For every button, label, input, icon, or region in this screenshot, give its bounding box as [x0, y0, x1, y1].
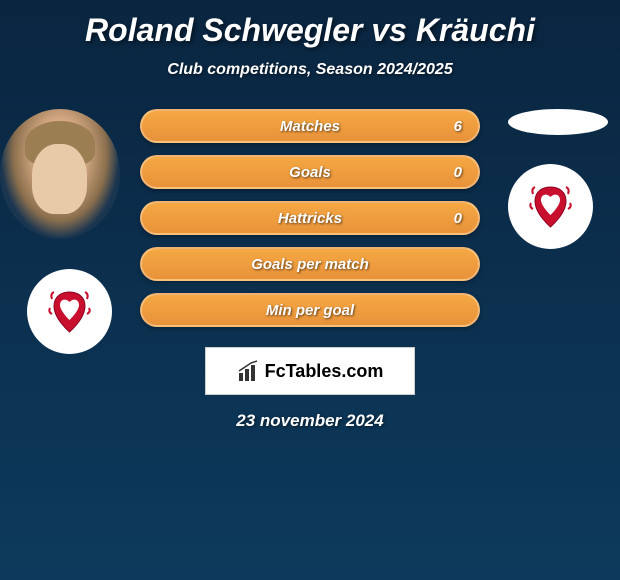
shield-icon — [523, 179, 578, 234]
chart-icon — [237, 359, 261, 383]
stat-label: Goals per match — [251, 256, 369, 273]
stat-value: 0 — [454, 164, 462, 181]
player-face — [32, 144, 87, 214]
logo-box: FcTables.com — [205, 347, 415, 395]
stat-value: 6 — [454, 118, 462, 135]
stat-bar-goals-per-match: Goals per match — [140, 247, 480, 281]
logo-label: FcTables.com — [265, 361, 384, 382]
stat-bars-container: Matches 6 Goals 0 Hattricks 0 Goals per … — [140, 109, 480, 327]
stat-value: 0 — [454, 210, 462, 227]
player-placeholder-right — [508, 109, 608, 135]
stat-bar-goals: Goals 0 — [140, 155, 480, 189]
page-title: Roland Schwegler vs Kräuchi — [0, 0, 620, 49]
player-photo-left — [0, 109, 120, 239]
team-badge-right — [508, 164, 593, 249]
date-label: 23 november 2024 — [0, 411, 620, 431]
page-subtitle: Club competitions, Season 2024/2025 — [0, 61, 620, 79]
shield-icon — [42, 284, 97, 339]
stat-label: Hattricks — [278, 210, 342, 227]
stat-bar-min-per-goal: Min per goal — [140, 293, 480, 327]
content-area: Matches 6 Goals 0 Hattricks 0 Goals per … — [0, 109, 620, 431]
stat-label: Goals — [289, 164, 331, 181]
team-badge-left — [27, 269, 112, 354]
stat-label: Min per goal — [266, 302, 354, 319]
stat-bar-hattricks: Hattricks 0 — [140, 201, 480, 235]
logo-text: FcTables.com — [237, 359, 384, 383]
stat-bar-matches: Matches 6 — [140, 109, 480, 143]
stat-label: Matches — [280, 118, 340, 135]
